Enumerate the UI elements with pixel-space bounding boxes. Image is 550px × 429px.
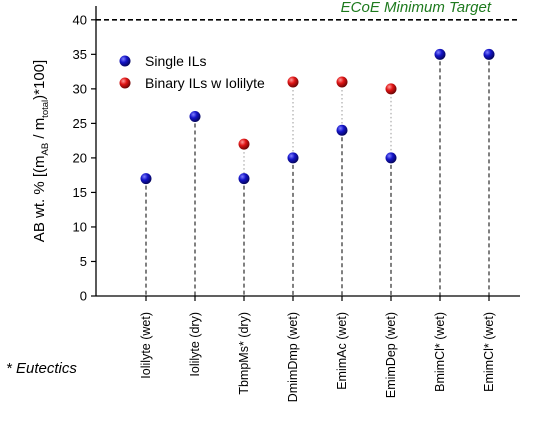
x-category-label: DmimDmp (wet) [286, 312, 300, 402]
guide-lines [145, 54, 490, 296]
x-category-label: TbmpMs* (dry) [237, 312, 251, 395]
point-binary-il [238, 138, 250, 150]
target-label: ECoE Minimum Target [341, 0, 492, 16]
point-single-il [140, 173, 152, 185]
labels: Iolilyte (wet) Iolilyte (dry) TbmpMs* (dry… [6, 312, 496, 402]
y-tick-label: 0 [80, 289, 87, 304]
point-binary-il [287, 76, 299, 88]
x-category-label: EmimAc (wet) [335, 312, 349, 390]
point-binary-il [385, 83, 397, 95]
y-tick-label: 10 [73, 219, 87, 234]
y-tick-label: 30 [73, 81, 87, 96]
legend-label-binary: Binary ILs w Iolilyte [145, 75, 265, 91]
y-tick-label: 40 [73, 12, 87, 27]
legend-label-single: Single ILs [145, 53, 206, 69]
footnote: * Eutectics [6, 360, 77, 377]
target-line-group: ECoE Minimum Target [96, 0, 520, 21]
x-category-label: Iolilyte (dry) [188, 312, 202, 377]
axes: 0 5 10 15 20 25 30 35 40 AB wt. % [(mAB / mtotal)… [31, 6, 520, 304]
point-single-il [238, 173, 250, 185]
point-single-il [287, 152, 299, 164]
legend-marker-single [119, 55, 131, 67]
y-axis-title: AB wt. % [(mAB / mtotal)*100] [31, 60, 51, 242]
legend-marker-binary [119, 77, 131, 89]
y-tick-label: 35 [73, 47, 87, 62]
y-tick-label: 15 [73, 185, 87, 200]
point-single-il [385, 152, 397, 164]
x-category-label: BmimCl* (wet) [433, 312, 447, 392]
x-category-label: EmimCl* (wet) [482, 312, 496, 392]
point-binary-il [336, 76, 348, 88]
data-points [140, 48, 495, 185]
point-single-il [189, 110, 201, 122]
y-tick-label: 20 [73, 150, 87, 165]
y-tick-label: 5 [80, 254, 87, 269]
point-single-il [336, 124, 348, 136]
x-category-label: Iolilyte (wet) [139, 312, 153, 379]
y-tick-label: 25 [73, 116, 87, 131]
point-single-il [483, 48, 495, 60]
legend: Single ILs Binary ILs w Iolilyte [119, 53, 265, 91]
x-category-label: EmimDep (wet) [384, 312, 398, 398]
point-single-il [434, 48, 446, 60]
